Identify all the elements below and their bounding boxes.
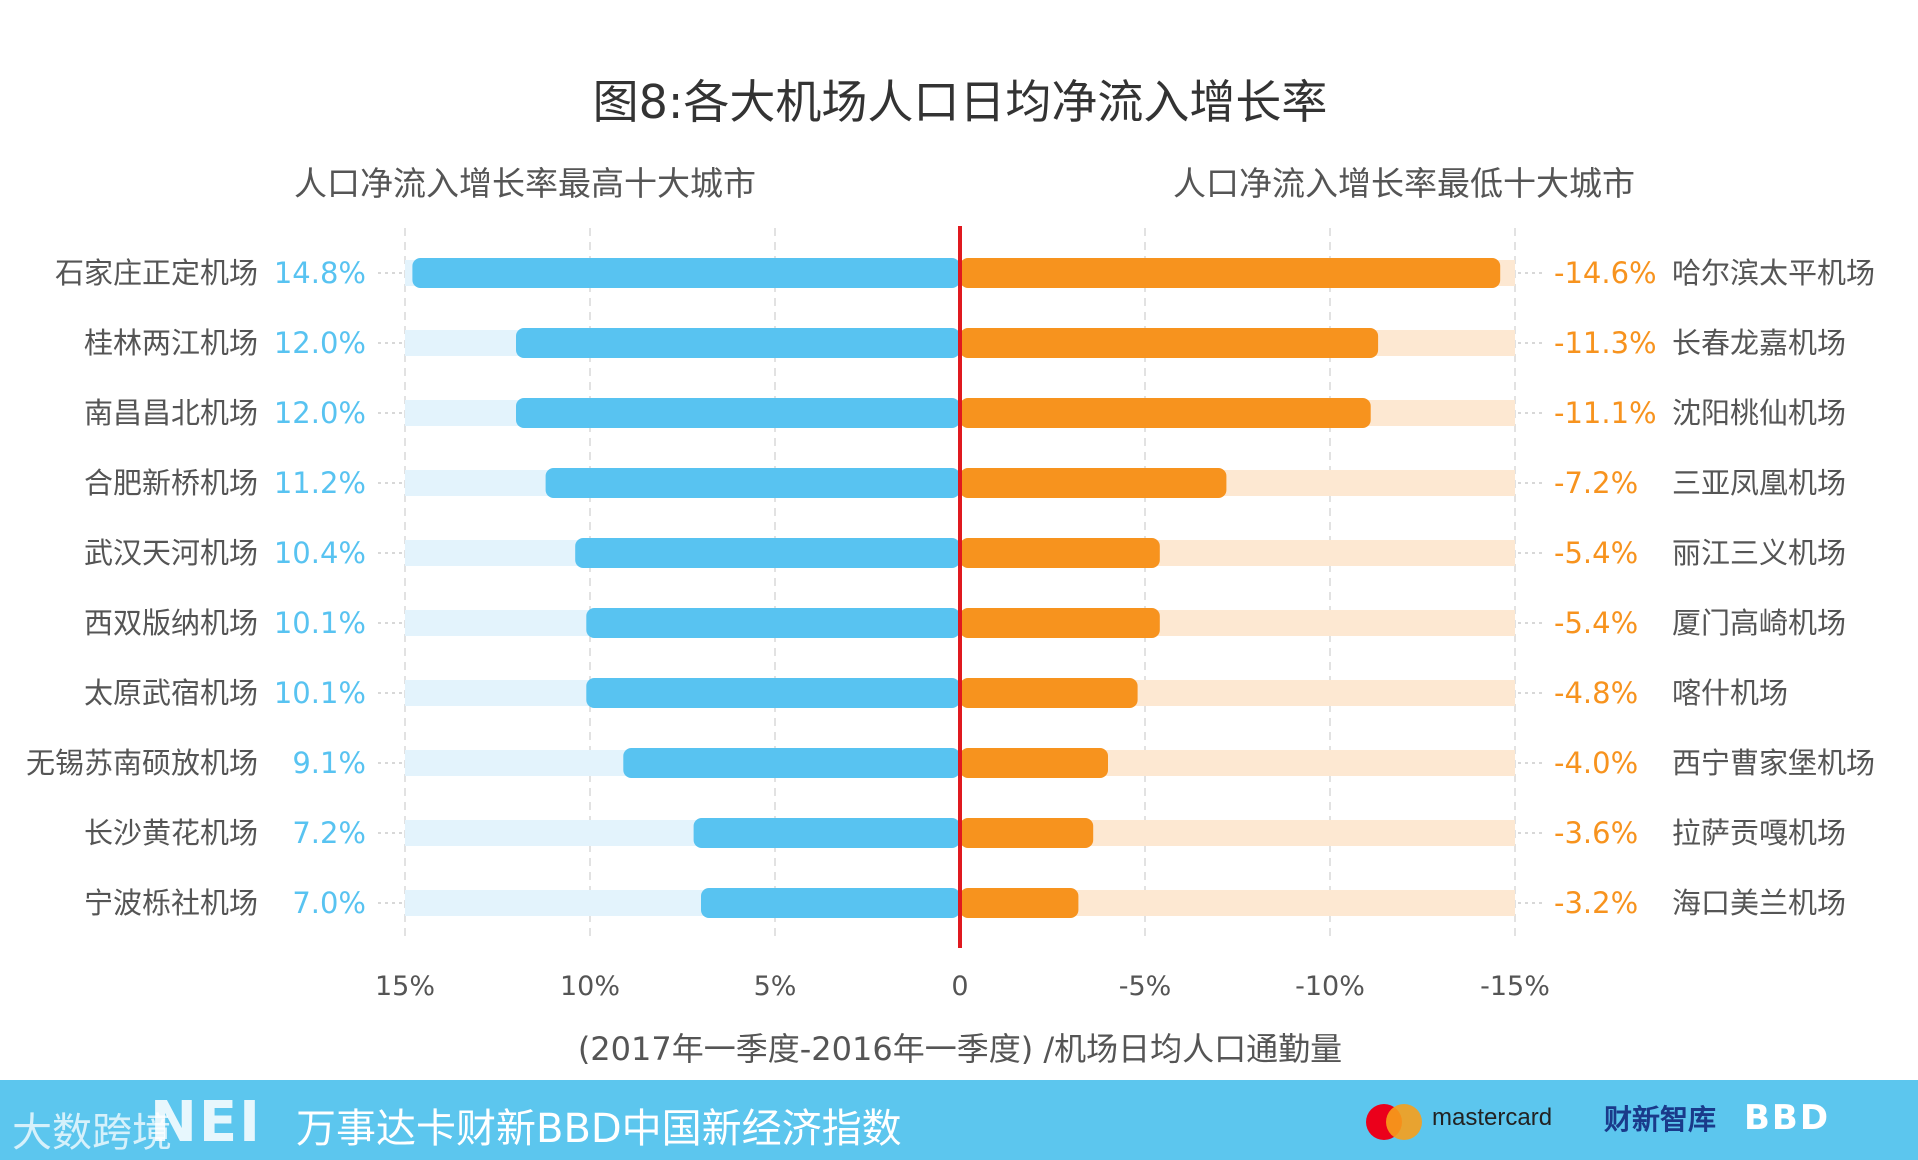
airport-label-right: 三亚凤凰机场 [1672, 466, 1846, 500]
left-subtitle: 人口净流入增长率最高十大城市 [294, 164, 756, 203]
x-axis-ticks: 15% 10% 5% 0 -5% -10% -15% [375, 971, 1550, 1002]
airport-label-right: 海口美兰机场 [1672, 886, 1846, 920]
tick-label: 0 [951, 971, 968, 1002]
airport-label-right: 厦门高崎机场 [1672, 606, 1846, 640]
nei-logo: NEI [150, 1090, 262, 1155]
bbd-logo: BBD [1744, 1098, 1831, 1138]
value-label-right: -11.1% [1554, 396, 1657, 430]
mastercard-logo-icon [1366, 1104, 1426, 1140]
bar-right [960, 398, 1371, 428]
value-label-right: -4.8% [1554, 676, 1638, 710]
mastercard-text: mastercard [1432, 1104, 1553, 1131]
value-label-left: 14.8% [274, 256, 366, 290]
value-label-left: 7.2% [292, 816, 366, 850]
airport-label-left: 合肥新桥机场 [84, 466, 258, 500]
value-label-right: -5.4% [1554, 606, 1638, 640]
footer-banner: NEI 大数跨境 万事达卡财新BBD中国新经济指数 mastercard 财新智… [0, 1080, 1918, 1160]
bar-right [960, 678, 1138, 708]
value-label-left: 10.4% [274, 536, 366, 570]
value-label-left: 12.0% [274, 326, 366, 360]
value-label-right: -3.2% [1554, 886, 1638, 920]
data-labels: 14.8% -14.6% 12.0% -11.3% 12.0% -11.1% 11.2% -7… [274, 256, 1657, 920]
value-label-left: 7.0% [292, 886, 366, 920]
value-label-right: -4.0% [1554, 746, 1638, 780]
value-label-left: 9.1% [292, 746, 366, 780]
bar-right [960, 818, 1094, 848]
airport-label-right: 长春龙嘉机场 [1672, 326, 1846, 360]
tick-label: 10% [560, 971, 620, 1002]
bar-right [960, 538, 1160, 568]
bar-left [701, 888, 960, 918]
airport-label-right: 拉萨贡嘎机场 [1672, 816, 1846, 850]
caixin-logo: 财新智库 [1604, 1103, 1717, 1136]
tick-label: -5% [1119, 971, 1172, 1002]
diverging-bar-chart: 图8:各大机场人口日均净流入增长率 人口净流入增长率最高十大城市 人口净流入增长… [26, 75, 1875, 1068]
bar-left [575, 538, 960, 568]
chart-title: 图8:各大机场人口日均净流入增长率 [593, 75, 1328, 129]
value-label-right: -7.2% [1554, 466, 1638, 500]
airport-label-left: 桂林两江机场 [84, 326, 258, 360]
bar-left [516, 398, 960, 428]
bar-left [516, 328, 960, 358]
tick-label: -10% [1295, 971, 1365, 1002]
airport-label-right: 喀什机场 [1672, 676, 1788, 710]
value-label-right: -5.4% [1554, 536, 1638, 570]
airport-label-left: 西双版纳机场 [84, 606, 258, 640]
bar-right [960, 888, 1079, 918]
bar-left [412, 258, 960, 288]
bar-right [960, 258, 1501, 288]
bar-right [960, 748, 1108, 778]
bar-left [586, 678, 960, 708]
x-axis-label: (2017年一季度-2016年一季度) /机场日均人口通勤量 [578, 1030, 1342, 1068]
bar-left [623, 748, 960, 778]
airport-label-right: 西宁曹家堡机场 [1672, 746, 1875, 780]
airport-label-right: 哈尔滨太平机场 [1672, 256, 1875, 290]
bar-right [960, 328, 1379, 358]
bar-left [693, 818, 960, 848]
bar-right [960, 468, 1227, 498]
bars [412, 258, 1501, 918]
airport-label-left: 无锡苏南硕放机场 [26, 746, 258, 780]
bar-left [545, 468, 960, 498]
airport-label-right: 丽江三义机场 [1672, 536, 1846, 570]
tick-label: 5% [754, 971, 797, 1002]
value-label-left: 10.1% [274, 606, 366, 640]
airport-label-left: 武汉天河机场 [84, 536, 258, 570]
value-label-left: 11.2% [274, 466, 366, 500]
airport-label-left: 长沙黄花机场 [84, 816, 258, 850]
airport-label-left: 太原武宿机场 [84, 676, 258, 710]
airport-label-right: 沈阳桃仙机场 [1672, 396, 1846, 430]
right-subtitle: 人口净流入增长率最低十大城市 [1173, 164, 1635, 203]
tick-label: 15% [375, 971, 435, 1002]
airport-label-left: 石家庄正定机场 [55, 256, 258, 290]
airport-label-left: 宁波栎社机场 [84, 886, 258, 920]
watermark: 大数跨境 [12, 1110, 172, 1156]
bar-right [960, 608, 1160, 638]
airport-label-left: 南昌昌北机场 [84, 396, 258, 430]
footer-title: 万事达卡财新BBD中国新经济指数 [296, 1106, 902, 1152]
bar-left [586, 608, 960, 638]
value-label-right: -11.3% [1554, 326, 1657, 360]
tick-label: -15% [1480, 971, 1550, 1002]
value-label-left: 10.1% [274, 676, 366, 710]
value-label-right: -3.6% [1554, 816, 1638, 850]
value-label-right: -14.6% [1554, 256, 1657, 290]
value-label-left: 12.0% [274, 396, 366, 430]
